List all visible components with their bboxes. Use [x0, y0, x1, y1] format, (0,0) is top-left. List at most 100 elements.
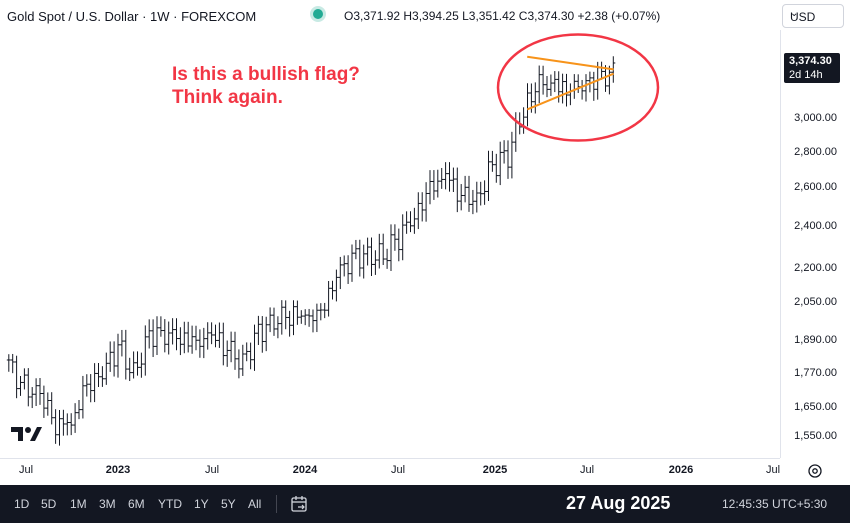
ohlc-bar — [416, 192, 421, 230]
ohlc-bar — [182, 321, 187, 354]
ohlc-bar — [158, 316, 163, 337]
ohlc-bar — [357, 239, 362, 277]
ohlc-bar — [240, 344, 245, 376]
ohlc-bar — [295, 300, 300, 325]
timeframe-6m-button[interactable]: 6M — [128, 497, 145, 511]
timezone-clock[interactable]: 12:45:35 UTC+5:30 — [722, 497, 828, 511]
gear-icon[interactable] — [806, 462, 824, 480]
timeframe-3m-button[interactable]: 3M — [99, 497, 116, 511]
ohlc-bar — [572, 74, 577, 99]
ohlc-bar — [213, 324, 218, 348]
ohlc-bar — [369, 237, 374, 277]
ohlc-bar — [467, 175, 471, 212]
ohlc-bar — [361, 244, 366, 279]
ohlc-bar — [346, 255, 351, 284]
ohlc-bar — [338, 256, 343, 290]
ohlc-bar — [272, 307, 276, 336]
ohlc-bar — [521, 107, 526, 134]
last-price-badge: 3,374.30 2d 14h — [784, 53, 840, 83]
ohlc-bar — [591, 71, 596, 101]
ohlc-bar — [548, 74, 553, 96]
ohlc-bar — [412, 207, 417, 234]
ohlc-bar — [533, 82, 538, 114]
ohlc-bar — [139, 352, 144, 378]
ohlc-bar — [88, 374, 93, 403]
ohlc-bar — [311, 309, 315, 333]
ohlc-bar — [268, 307, 273, 333]
price-tick: 1,770.00 — [794, 367, 837, 379]
ohlc-bar — [580, 79, 585, 100]
ohlc-bar — [584, 74, 588, 102]
ohlc-bar — [248, 342, 253, 370]
price-tick: 2,400.00 — [794, 220, 837, 232]
ohlc-bar — [291, 300, 296, 336]
ohlc-bar — [252, 324, 257, 371]
timeframe-5y-button[interactable]: 5Y — [221, 497, 236, 511]
ohlc-bar — [330, 280, 335, 300]
ohlc-bar — [6, 354, 11, 372]
chart-annotation: Is this a bullish flag? Think again. — [172, 63, 360, 109]
current-date: 27 Aug 2025 — [566, 493, 671, 513]
bottom-toolbar: 1D 5D 1M 3M 6M YTD 1Y 5Y All 27 Aug 2025… — [0, 485, 850, 523]
time-axis[interactable]: Jul 2023 Jul 2024 Jul 2025 Jul 2026 Jul — [0, 458, 780, 486]
ohlc-bar — [498, 141, 503, 186]
bar-countdown: 2d 14h — [789, 69, 823, 81]
timeframe-1d-button[interactable]: 1D — [14, 497, 30, 511]
symbol-title[interactable]: Gold Spot / U.S. Dollar · 1W · FOREXCOM — [7, 9, 257, 24]
market-open-indicator — [313, 9, 323, 19]
triangle-lower-line — [526, 72, 614, 111]
ohlc-bar — [439, 167, 444, 189]
ohlc-bar — [342, 255, 347, 277]
price-tick: 2,600.00 — [794, 181, 837, 193]
price-tick: 1,550.00 — [794, 430, 837, 442]
ohlc-bar — [509, 131, 514, 179]
chevron-down-icon: ⌄ — [790, 8, 799, 19]
timeframe-ytd-button[interactable]: YTD — [158, 497, 182, 511]
annotation-line-2: Think again. — [172, 87, 283, 108]
time-tick: Jul — [390, 464, 406, 476]
time-tick: 2024 — [292, 464, 318, 476]
ohlc-bar — [431, 170, 436, 200]
ohlc-bar — [178, 327, 183, 356]
timeframe-1m-button[interactable]: 1M — [70, 497, 87, 511]
price-tick: 2,800.00 — [794, 146, 837, 158]
timeframe-all-button[interactable]: All — [248, 497, 262, 511]
time-tick: 2025 — [482, 464, 508, 476]
ohlc-bar — [420, 192, 425, 222]
timeframe-5d-button[interactable]: 5D — [41, 497, 57, 511]
ohlc-bar — [385, 248, 390, 269]
ohlc-bar — [170, 318, 175, 345]
ohlc-bar — [568, 83, 573, 106]
ohlc-bar — [283, 300, 288, 330]
price-axis[interactable]: 3,000.00 2,800.00 2,600.00 2,400.00 2,20… — [780, 30, 850, 458]
ohlc-bar — [92, 363, 97, 403]
ohlc-bar — [166, 321, 171, 355]
time-tick: Jul — [765, 464, 781, 476]
ohlc-bar — [381, 233, 386, 265]
ohlc-bar — [365, 237, 370, 266]
ohlc-bar — [326, 280, 331, 317]
currency-select[interactable]: USD ⌄ — [782, 4, 844, 28]
ohlc-bar — [576, 74, 581, 93]
ohlc-bar — [116, 333, 120, 378]
ohlc-bar — [155, 316, 159, 356]
ohlc-bar — [474, 181, 479, 213]
price-tick: 2,050.00 — [794, 296, 837, 308]
highlight-circle — [496, 33, 660, 142]
price-chart[interactable] — [0, 30, 780, 485]
time-tick: Jul — [204, 464, 220, 476]
timeframe-1y-button[interactable]: 1Y — [194, 497, 209, 511]
ohlc-bar — [147, 319, 152, 349]
ohlc-bar — [229, 331, 234, 363]
ohlc-bar — [190, 325, 195, 354]
ohlc-bar — [119, 329, 124, 357]
ohlc-bar — [404, 211, 409, 234]
ohlc-bar — [392, 224, 397, 251]
ohlc-bar — [599, 61, 604, 80]
ohlc-bar — [53, 409, 58, 444]
ohlc-bar — [299, 310, 304, 324]
ohlc-bars — [6, 56, 616, 446]
calendar-icon[interactable] — [289, 494, 309, 514]
ohlc-bar — [131, 351, 136, 379]
ohlc-bar — [45, 392, 50, 416]
